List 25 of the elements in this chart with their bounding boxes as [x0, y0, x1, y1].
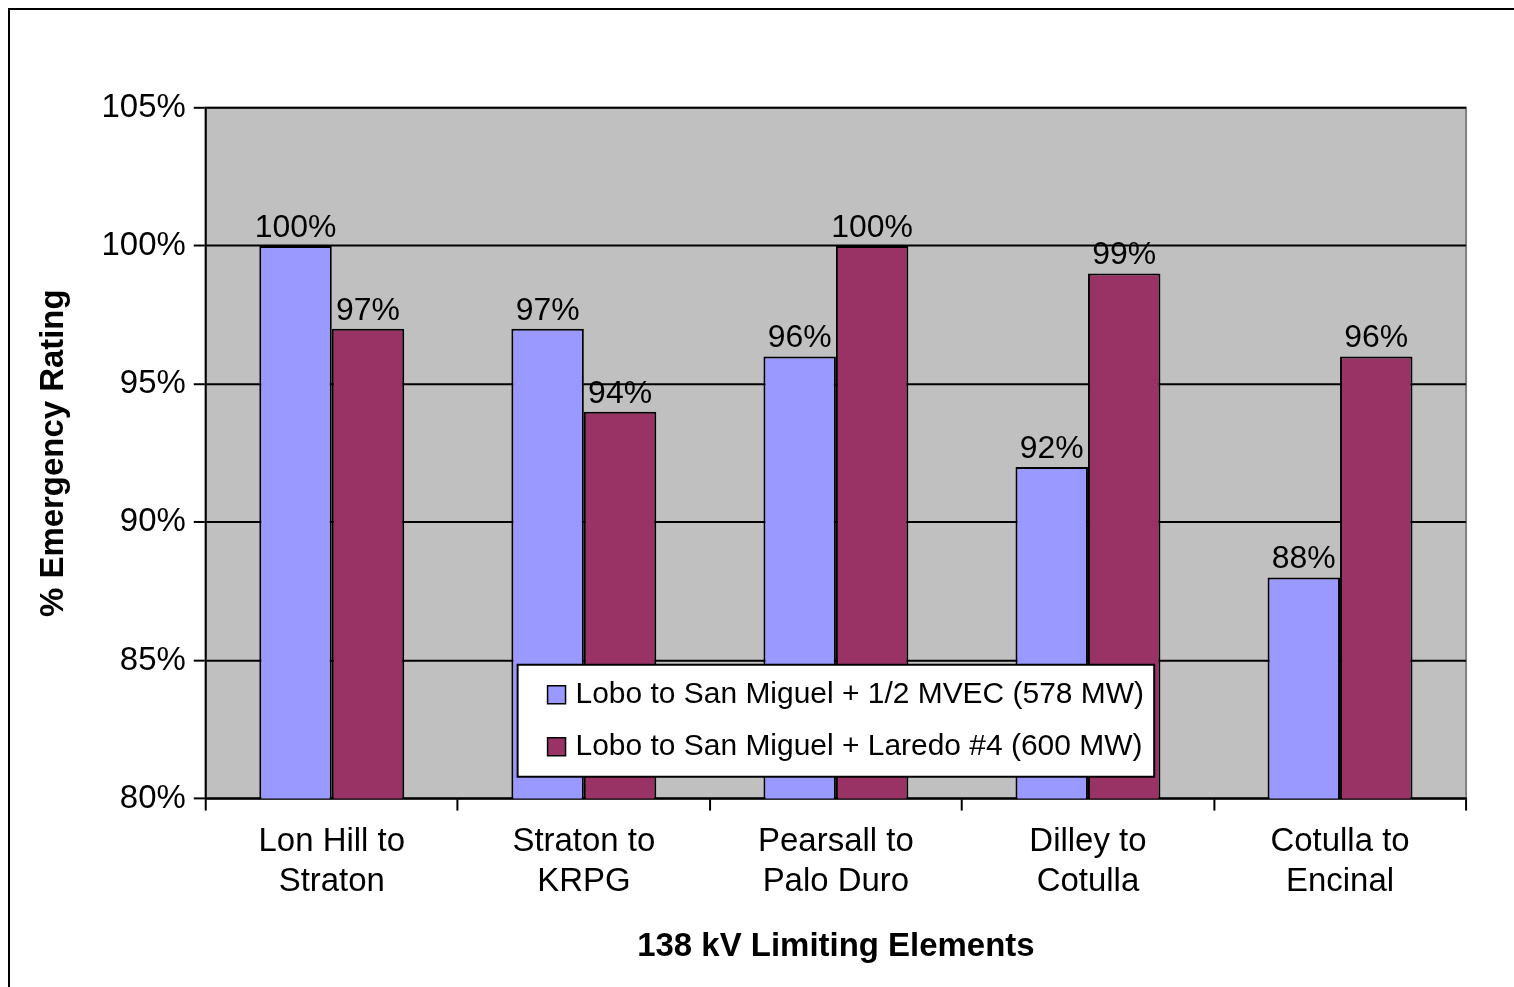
data-label: 100% [254, 207, 337, 244]
y-tick-label: 100% [101, 225, 186, 263]
x-tick-label: Straton to KRPG [512, 821, 656, 898]
y-axis-title: % Emergency Rating [32, 289, 70, 617]
y-tick-label: 80% [119, 777, 186, 815]
data-label: 88% [1271, 539, 1336, 576]
y-tick-label: 105% [101, 86, 186, 124]
data-label: 94% [588, 373, 653, 410]
data-label: 96% [1344, 318, 1409, 355]
y-tick-label: 85% [119, 639, 186, 677]
x-tick-label: Cotulla to Encinal [1270, 821, 1410, 898]
y-tick-label: 95% [119, 363, 186, 401]
y-tick-label: 90% [119, 501, 186, 539]
data-label: 96% [767, 318, 832, 355]
legend-label: Lobo to San Miguel + Laredo #4 (600 MW) [575, 727, 1143, 761]
data-label: 100% [831, 207, 913, 244]
legend-label: Lobo to San Miguel + 1/2 MVEC (578 MW) [575, 676, 1144, 710]
data-label: 97% [336, 290, 400, 327]
data-label: 92% [1019, 428, 1084, 465]
x-tick-label: Lon Hill to Straton [258, 821, 406, 898]
x-tick-label: Dilley to Cotulla [1029, 821, 1147, 898]
data-label: 97% [515, 290, 580, 327]
data-label: 99% [1092, 235, 1157, 272]
x-tick-label: Pearsall to Palo Duro [758, 821, 914, 898]
x-axis-title: 138 kV Limiting Elements [637, 926, 1035, 964]
